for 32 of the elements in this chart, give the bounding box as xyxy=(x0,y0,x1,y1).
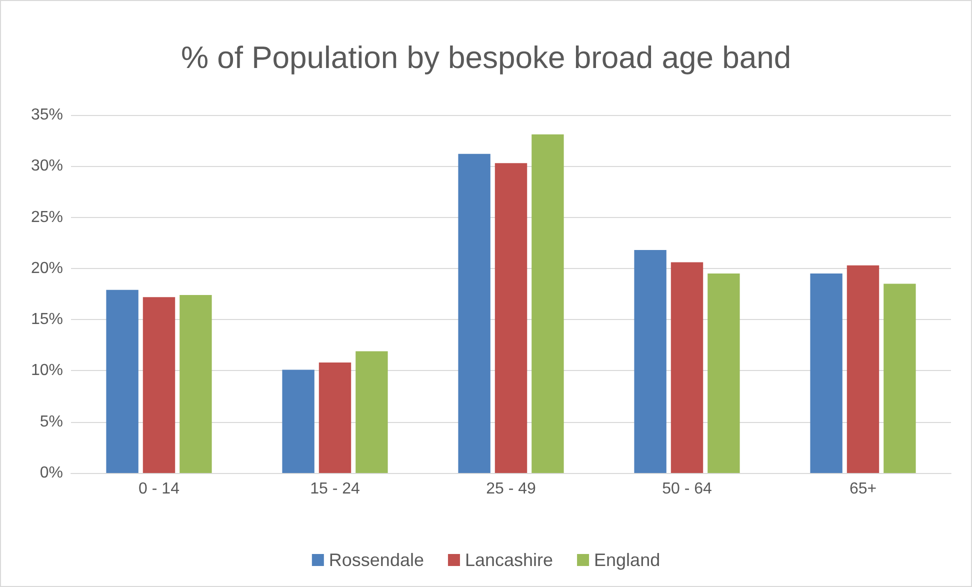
bar xyxy=(810,274,842,473)
x-tick-label: 50 - 64 xyxy=(662,480,712,498)
y-tick-label: 35% xyxy=(30,106,63,124)
y-tick-label: 20% xyxy=(30,260,63,277)
bar xyxy=(356,351,388,473)
bar xyxy=(670,262,704,473)
bar xyxy=(884,284,916,473)
x-tick-label: 25 - 49 xyxy=(486,480,536,498)
bar xyxy=(634,250,666,473)
bar xyxy=(458,154,490,473)
y-tick-label: 10% xyxy=(30,362,63,380)
bar xyxy=(282,370,314,473)
bar xyxy=(708,274,740,473)
y-tick-label: 0% xyxy=(40,464,63,482)
bar xyxy=(106,290,138,473)
bar xyxy=(846,265,880,473)
x-tick-label: 15 - 24 xyxy=(310,480,360,498)
bar xyxy=(494,163,528,473)
bar xyxy=(318,362,352,473)
bar xyxy=(142,297,176,473)
legend-label: England xyxy=(594,550,660,570)
y-tick-label: 5% xyxy=(40,413,63,430)
x-tick-label: 65+ xyxy=(849,480,877,498)
y-tick-label: 30% xyxy=(30,158,63,175)
x-tick-label: 0 - 14 xyxy=(138,480,180,498)
y-tick-label: 25% xyxy=(30,208,63,226)
y-tick-label: 15% xyxy=(30,311,63,328)
legend-label: Lancashire xyxy=(464,550,554,570)
chart-title: % of Population by bespoke broad age band xyxy=(180,40,792,75)
bar xyxy=(532,134,564,473)
bar xyxy=(180,295,212,473)
legend-label: Rossendale xyxy=(328,550,424,570)
